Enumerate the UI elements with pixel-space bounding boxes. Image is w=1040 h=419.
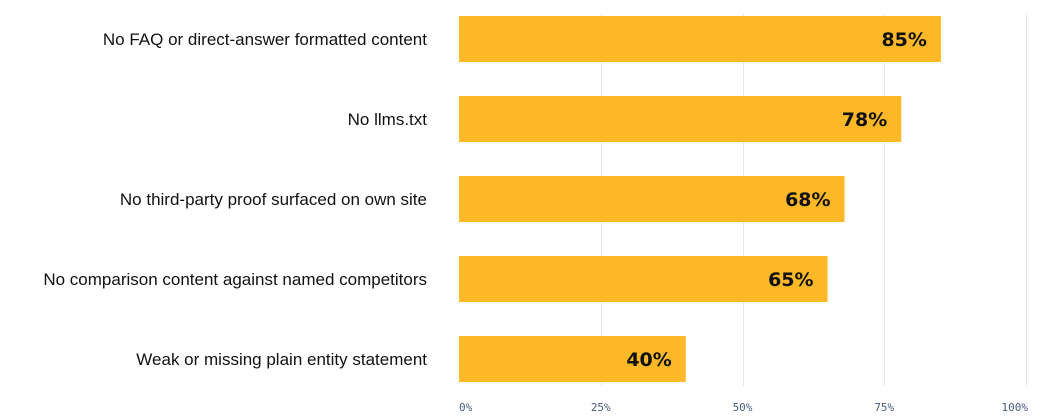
x-tick-label-100: 100% [1002, 401, 1029, 414]
bar-4 [459, 336, 686, 382]
bar-2 [459, 176, 845, 222]
category-label-3: No comparison content against named comp… [43, 270, 427, 289]
category-label-4: Weak or missing plain entity statement [136, 350, 427, 369]
x-tick-label-0: 0% [459, 401, 473, 414]
x-tick-label-50: 50% [733, 401, 753, 414]
value-label-4: 40% [626, 349, 671, 371]
bar-1 [459, 96, 902, 142]
value-label-3: 65% [768, 269, 813, 291]
x-axis-ticks: 0% 25% 50% 75% 100% [459, 401, 1028, 414]
category-label-1: No llms.txt [348, 110, 428, 129]
bar-3 [459, 256, 828, 302]
bar-0 [459, 16, 941, 62]
bars [459, 16, 941, 382]
category-label-2: No third-party proof surfaced on own sit… [120, 190, 427, 209]
labels: No FAQ or direct-answer formatted conten… [43, 29, 927, 371]
category-label-0: No FAQ or direct-answer formatted conten… [103, 30, 427, 49]
value-label-0: 85% [881, 29, 926, 51]
x-tick-label-75: 75% [874, 401, 894, 414]
x-tick-label-25: 25% [591, 401, 611, 414]
value-label-1: 78% [842, 109, 887, 131]
value-label-2: 68% [785, 189, 830, 211]
